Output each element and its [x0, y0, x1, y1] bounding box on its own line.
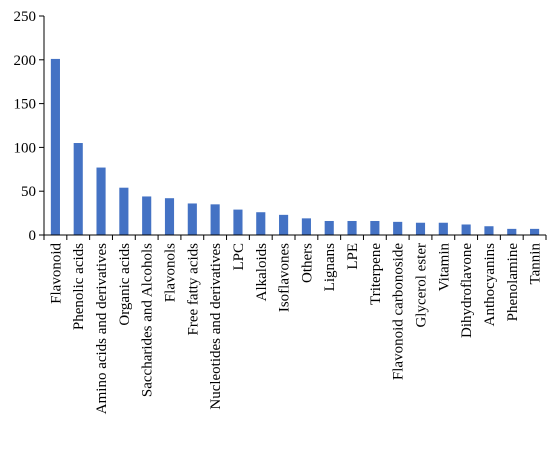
x-category-label: Flavonoid — [48, 243, 64, 304]
x-category-label: Free fatty acids — [185, 243, 201, 336]
x-category-label: Alkaloids — [254, 243, 270, 301]
x-category-label: Others — [299, 243, 315, 283]
bar-free-fatty-acids — [187, 203, 197, 235]
y-tick-label: 250 — [14, 9, 37, 25]
bar-anthocyanins — [484, 226, 494, 235]
bar-dihydroflavone — [461, 224, 471, 235]
y-axis: 0 50 100 150 200 250 — [14, 9, 45, 244]
bar-flavonoid — [50, 58, 60, 236]
x-category-label: LPC — [231, 243, 247, 271]
x-category-label: Glycerol ester — [414, 243, 430, 328]
bar-phenolic-acids — [73, 143, 83, 235]
x-category-label: Isoflavones — [277, 243, 293, 312]
bar-nucleotides-and-derivatives — [210, 204, 220, 235]
x-category-label: Organic acids — [117, 243, 133, 326]
bar-others — [301, 218, 311, 235]
bar-glycerol-ester — [415, 222, 426, 235]
bar-flavonols — [164, 198, 175, 235]
y-tick-label: 150 — [14, 97, 37, 113]
bar-lignans — [324, 220, 334, 235]
x-category-label: Phenolic acids — [71, 243, 87, 330]
x-category-label: Tannin — [528, 243, 544, 285]
x-category-label: Amino acids and derivatives — [94, 243, 110, 414]
bar-vitamin — [438, 222, 448, 235]
x-category-label: Saccharides and Alcohols — [140, 243, 156, 397]
x-category-label: Triterpene — [368, 243, 384, 305]
y-tick-label: 100 — [14, 140, 37, 156]
bar-alkaloids — [256, 212, 266, 235]
x-category-label: Flavonoid carbonoside — [391, 243, 407, 380]
x-category-label: Nucleotides and derivatives — [208, 243, 224, 410]
bar-lpc — [233, 209, 243, 235]
x-category-label: LPE — [345, 243, 361, 270]
y-tick-label: 50 — [21, 184, 36, 200]
bars — [50, 58, 540, 236]
y-tick-label: 0 — [29, 228, 37, 244]
x-category-label: Lignans — [322, 243, 338, 291]
x-category-label: Dihydroflavone — [459, 243, 475, 338]
bar-triterpene — [370, 220, 380, 235]
bar-phenolamine — [507, 228, 517, 235]
bar-isoflavones — [279, 214, 289, 235]
x-category-label: Vitamin — [436, 243, 452, 292]
bar-tannin — [530, 228, 540, 235]
y-tick-label: 200 — [14, 53, 37, 69]
bar-flavonoid-carbonoside — [393, 221, 403, 235]
x-axis: Flavonoid Phenolic acids Amino acids and d… — [43, 234, 547, 414]
x-category-label: Anthocyanins — [482, 243, 498, 326]
x-category-label: Flavonols — [163, 243, 179, 302]
x-category-label: Phenolamine — [505, 243, 521, 322]
bar-organic-acids — [119, 187, 129, 235]
bar-lpe — [347, 220, 357, 235]
bar-saccharides-and-alcohols — [142, 196, 152, 235]
bar-amino-acids-and-derivatives — [96, 167, 106, 235]
